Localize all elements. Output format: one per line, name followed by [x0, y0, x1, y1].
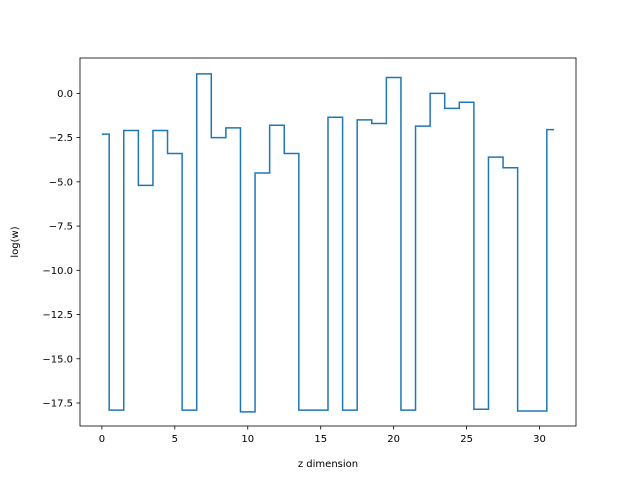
- x-tick-label: 30: [533, 434, 546, 445]
- x-tick-label: 25: [460, 434, 473, 445]
- y-axis-label: log(w): [10, 226, 21, 257]
- axes-frame: [79, 57, 577, 427]
- y-tick-label: −2.5: [49, 133, 73, 144]
- y-tick-label: −15.0: [42, 354, 73, 365]
- y-tick-label: 0.0: [57, 89, 73, 100]
- y-axis-ticks: 0.0 −2.5 −5.0 −7.5 −10.0 −12.5 −15.0 −17.5: [42, 89, 80, 410]
- x-tick-label: 10: [241, 434, 254, 445]
- plot-area: [101, 73, 555, 413]
- x-tick-label: 15: [314, 434, 327, 445]
- y-tick-label: −10.0: [42, 266, 73, 277]
- x-axis-ticks: 0 5 10 15 20 25 30: [99, 426, 546, 445]
- y-tick-label: −12.5: [42, 310, 73, 321]
- x-tick-label: 20: [387, 434, 400, 445]
- x-axis-label: z dimension: [298, 459, 358, 470]
- y-tick-label: −5.0: [49, 177, 73, 188]
- x-tick-label: 5: [172, 434, 178, 445]
- y-tick-label: −17.5: [42, 399, 73, 410]
- series-line-0: [101, 73, 555, 413]
- y-tick-label: −7.5: [49, 222, 73, 233]
- x-tick-label: 0: [99, 434, 105, 445]
